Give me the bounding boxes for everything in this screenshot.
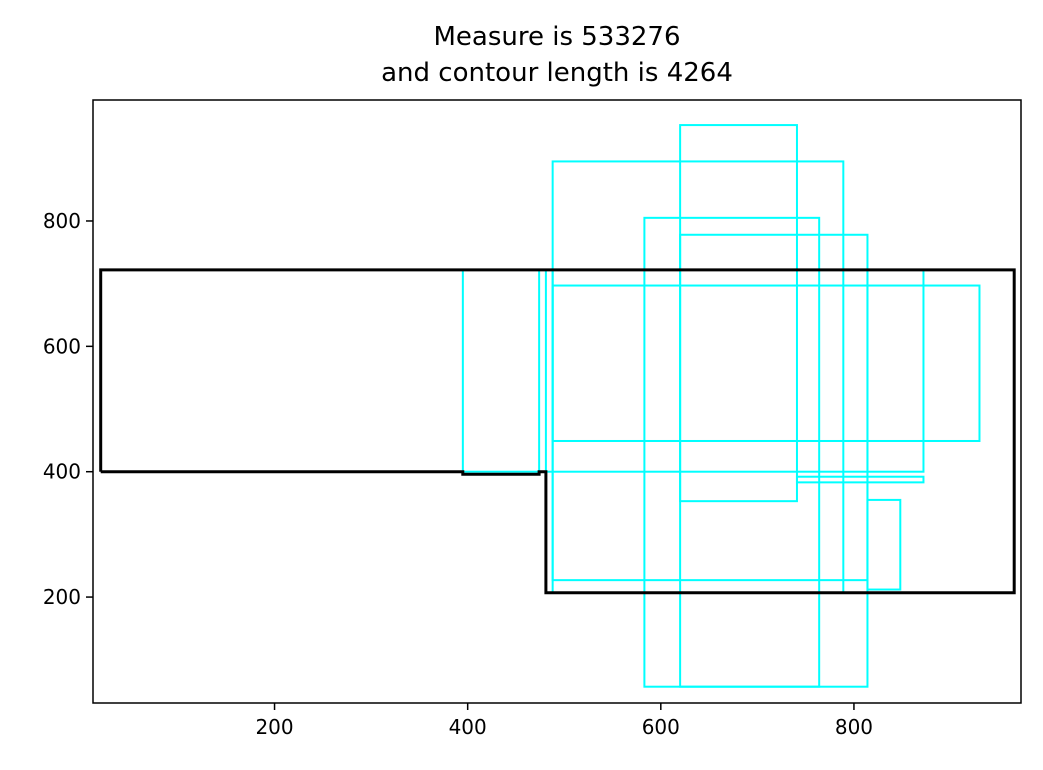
- chart-title-line-1: Measure is 533276: [433, 22, 680, 52]
- y-tick-label-400: 400: [43, 460, 81, 484]
- rectangle-9: [795, 475, 925, 484]
- contour-line: [99, 268, 1016, 595]
- x-tick-label-600: 600: [642, 715, 680, 739]
- x-tick-label-400: 400: [449, 715, 487, 739]
- plot-area: [99, 124, 1016, 688]
- x-tick-label-200: 200: [255, 715, 293, 739]
- chart-title-line-2: and contour length is 4264: [381, 58, 733, 88]
- y-tick-label-600: 600: [43, 334, 81, 358]
- axes: 200 400 600 800 200 400 600 800: [43, 99, 1022, 739]
- x-tick-label-800: 800: [835, 715, 873, 739]
- rectangle-3: [679, 124, 798, 503]
- axes-frame: [92, 99, 1022, 704]
- y-tick-label-200: 200: [43, 585, 81, 609]
- y-tick-label-800: 800: [43, 209, 81, 233]
- rectangle-1: [461, 268, 541, 473]
- rectangle-5: [679, 233, 869, 688]
- chart-title: Measure is 533276 and contour length is …: [381, 22, 733, 88]
- rectangle-2: [551, 160, 845, 594]
- rectangle-8: [551, 268, 869, 582]
- rectangle-10: [866, 498, 902, 591]
- rectangle-4: [643, 216, 821, 688]
- rectangle-7: [551, 284, 981, 442]
